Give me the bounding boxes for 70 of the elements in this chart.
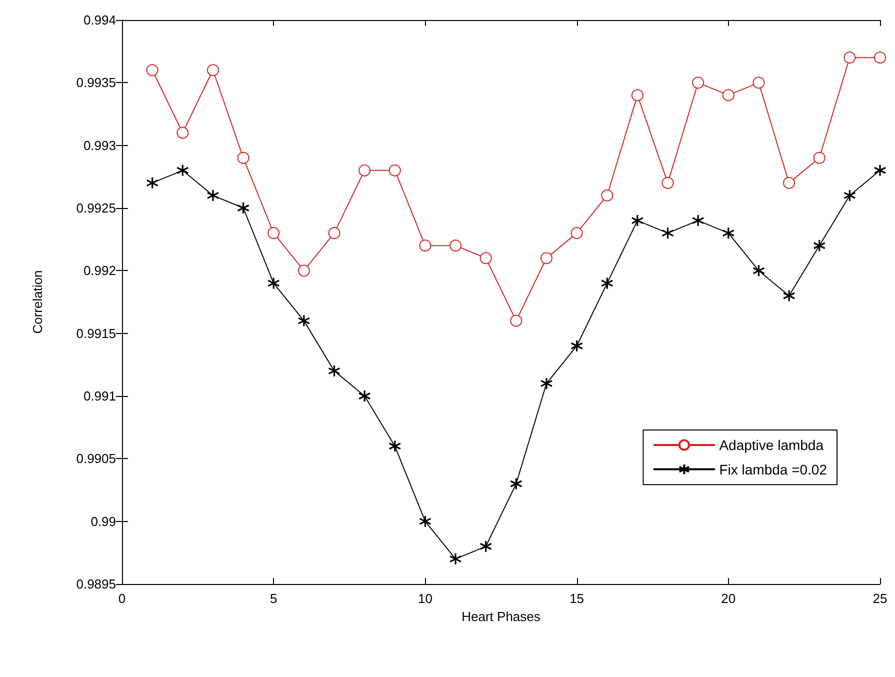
y-tick-label: 0.994 <box>83 12 116 28</box>
point <box>236 202 250 214</box>
point <box>813 152 826 164</box>
point <box>450 240 462 252</box>
point <box>540 252 552 264</box>
point <box>176 126 189 139</box>
y-tick-label: 0.992 <box>83 263 116 278</box>
point <box>237 152 250 164</box>
point <box>844 52 856 64</box>
x-tick-label: 5 <box>270 591 278 606</box>
point <box>358 390 371 402</box>
point <box>206 64 219 76</box>
point <box>449 552 462 566</box>
point <box>146 64 158 76</box>
point <box>570 227 583 240</box>
point <box>722 226 735 240</box>
point <box>874 164 886 177</box>
point <box>752 264 766 277</box>
point <box>268 227 280 240</box>
point <box>419 240 432 252</box>
point <box>782 289 796 302</box>
y-tick-label: 0.991 <box>83 388 116 404</box>
legend-label: Fix lambda =0.02 <box>719 461 828 478</box>
x-tick-label: 15 <box>570 591 584 606</box>
point <box>358 164 371 176</box>
point <box>267 276 280 290</box>
point <box>176 164 189 177</box>
point <box>388 164 401 176</box>
point <box>843 189 856 202</box>
point <box>146 176 159 190</box>
y-tick-label: 0.993 <box>83 138 116 153</box>
point <box>631 214 644 227</box>
point <box>631 89 644 102</box>
y-axis-title: Correlation <box>30 270 45 334</box>
point <box>480 252 492 264</box>
legend-label: Adaptive lambda <box>719 437 824 453</box>
point <box>328 364 341 378</box>
point <box>570 340 584 352</box>
point <box>298 264 310 277</box>
point <box>206 189 220 202</box>
point <box>874 52 886 64</box>
point <box>662 176 674 189</box>
point <box>722 89 734 102</box>
x-tick-label: 0 <box>118 591 126 606</box>
y-tick-label: 0.9935 <box>76 75 116 90</box>
x-tick-label: 20 <box>721 591 736 606</box>
point <box>692 214 704 227</box>
point <box>418 515 432 528</box>
point <box>540 377 553 390</box>
y-tick-label: 0.99 <box>90 514 116 529</box>
point <box>388 440 402 452</box>
y-tick-label: 0.9905 <box>76 451 116 466</box>
point <box>692 76 704 89</box>
x-tick-label: 25 <box>872 591 888 606</box>
y-tick-label: 0.9895 <box>76 576 116 592</box>
point <box>510 314 522 327</box>
point <box>601 189 614 202</box>
y-tick-label: 0.9925 <box>76 200 116 216</box>
y-tick-label: 0.9915 <box>76 326 116 341</box>
x-axis-title: Heart Phases <box>462 609 541 624</box>
point <box>661 226 674 240</box>
point <box>813 239 826 252</box>
point <box>783 176 796 189</box>
point <box>510 477 522 490</box>
point <box>600 276 614 290</box>
point <box>752 76 765 89</box>
point <box>328 227 340 240</box>
x-tick-label: 10 <box>418 591 432 606</box>
point <box>298 314 310 328</box>
point <box>480 540 492 553</box>
